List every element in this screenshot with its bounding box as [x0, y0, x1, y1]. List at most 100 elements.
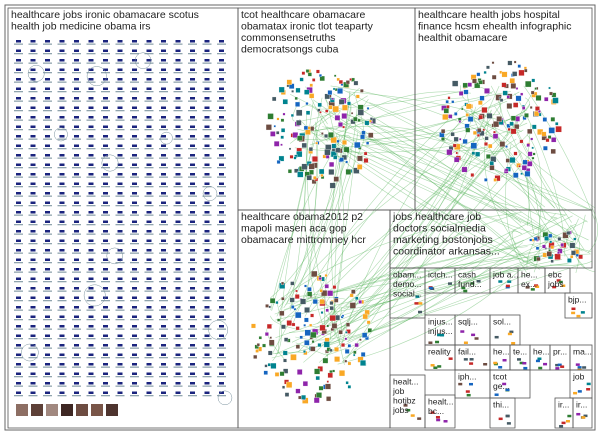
node [204, 249, 210, 252]
node [345, 80, 350, 85]
group-label: mapoli masen aca gop [241, 223, 347, 235]
outer-frame [4, 4, 596, 431]
node [332, 369, 336, 373]
node-label [173, 395, 183, 397]
node [219, 230, 224, 233]
node [74, 97, 79, 100]
node-label [202, 271, 212, 273]
node [190, 325, 195, 328]
node [204, 334, 210, 337]
node-label [217, 357, 226, 359]
node [30, 68, 36, 71]
node-label [115, 157, 125, 159]
node [30, 277, 36, 280]
edge [312, 99, 574, 243]
node [45, 87, 50, 90]
node-label [101, 309, 110, 311]
node [219, 306, 224, 309]
node-label [43, 290, 52, 292]
node [335, 147, 341, 153]
node [333, 74, 337, 77]
node [103, 78, 108, 81]
node [321, 132, 324, 135]
node [573, 237, 577, 241]
node-label [130, 129, 139, 131]
node [161, 182, 166, 185]
node [30, 192, 36, 195]
node [296, 151, 303, 158]
node [175, 40, 181, 43]
node [219, 353, 224, 356]
loop [208, 320, 228, 340]
node-label [130, 91, 139, 93]
node [363, 158, 369, 163]
node [353, 167, 360, 174]
node-label [28, 91, 38, 93]
node-label [159, 157, 168, 159]
node-label [28, 328, 38, 330]
node-label [14, 110, 23, 112]
node-label [43, 119, 52, 121]
edge [468, 106, 595, 208]
edge [511, 230, 525, 263]
node [472, 130, 477, 135]
node [279, 371, 285, 377]
node-label [159, 309, 168, 311]
node-label [86, 281, 96, 283]
node [16, 68, 21, 71]
node [350, 119, 356, 125]
node [519, 361, 524, 365]
node [175, 353, 181, 356]
node [132, 192, 137, 195]
node [219, 258, 224, 261]
group-label: ex... [521, 279, 537, 289]
node [30, 144, 36, 147]
node-label [188, 300, 197, 302]
node [509, 157, 516, 164]
node [493, 121, 500, 128]
node-label [188, 271, 197, 273]
node [204, 163, 210, 166]
node-label [130, 157, 139, 159]
node [451, 100, 455, 104]
node-label [173, 233, 183, 235]
node [341, 113, 348, 119]
node [445, 100, 449, 104]
node [45, 173, 50, 176]
node-label [72, 385, 81, 387]
node [219, 97, 224, 100]
group-label: ir... [558, 399, 569, 409]
node-label [202, 129, 212, 131]
edge [306, 121, 318, 298]
node [175, 277, 181, 280]
node [520, 92, 524, 96]
node [320, 311, 324, 314]
node-label [115, 91, 125, 93]
node [329, 161, 335, 168]
node-label [144, 224, 154, 226]
edge [297, 128, 328, 142]
node [204, 239, 210, 242]
node-label [72, 205, 81, 207]
node-label [217, 347, 226, 349]
node [132, 306, 137, 309]
node [305, 110, 311, 115]
edge [324, 94, 345, 297]
node-label [28, 72, 38, 74]
node-label [14, 357, 23, 359]
node [366, 320, 371, 325]
node [74, 239, 79, 242]
node [103, 59, 108, 62]
node [132, 144, 137, 147]
node-label [202, 357, 212, 359]
node-label [130, 110, 139, 112]
node-label [217, 252, 226, 254]
node [319, 75, 325, 82]
node [103, 125, 108, 128]
node [16, 363, 21, 366]
node [103, 40, 108, 43]
node-label [173, 300, 183, 302]
node [59, 211, 65, 214]
node-label [217, 319, 226, 321]
group-label: social... [393, 288, 422, 298]
